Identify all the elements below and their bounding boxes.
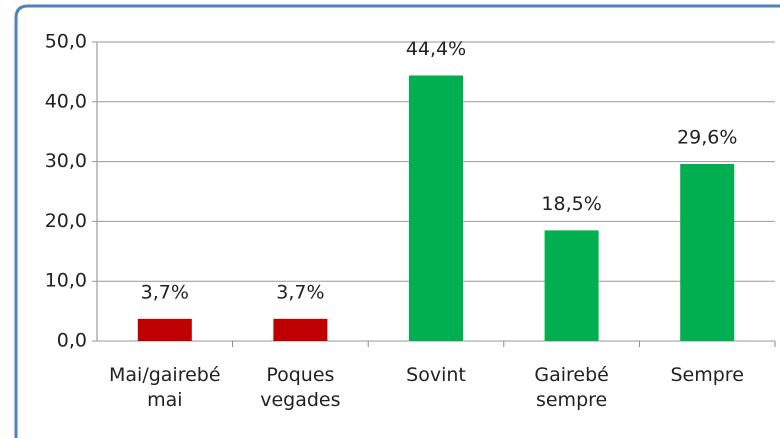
x-tick-label: Poques vegades [260, 364, 341, 411]
y-tick-label: 10,0 [45, 270, 87, 292]
bar [680, 163, 735, 341]
x-tick-label: Sempre [670, 364, 744, 386]
y-tick-label: 30,0 [45, 150, 87, 172]
data-label: 3,7% [276, 281, 324, 303]
data-label: 18,5% [541, 193, 601, 215]
x-tick-label: Mai/gairebé mai [109, 364, 221, 411]
y-tick-label: 40,0 [45, 90, 87, 112]
data-label: 44,4% [406, 38, 466, 60]
bar [409, 75, 463, 341]
y-tick-label: 0,0 [57, 330, 87, 352]
bar [544, 230, 599, 341]
frame [14, 4, 780, 438]
x-tick-label: Gairebé sempre [534, 364, 609, 411]
data-label: 3,7% [141, 281, 189, 303]
x-tick-label: Sovint [406, 364, 466, 386]
bar [137, 318, 192, 341]
y-tick-label: 50,0 [45, 31, 87, 53]
bar [273, 318, 328, 341]
data-label: 29,6% [677, 126, 737, 148]
y-tick-label: 20,0 [45, 210, 87, 232]
